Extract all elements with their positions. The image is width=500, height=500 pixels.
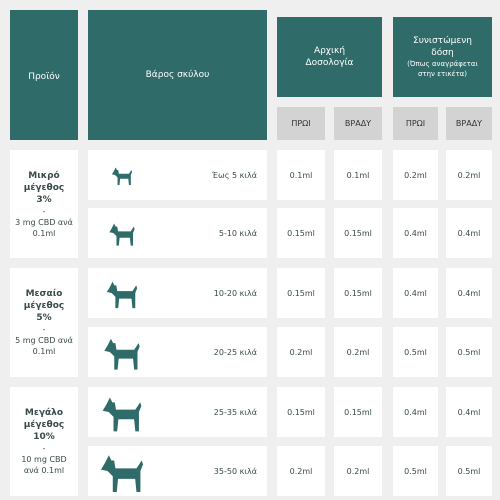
product-cell: Μικρό μέγεθος 3% -3 mg CBD ανά 0.1ml (10, 150, 78, 258)
dose-cell: 0.15ml (277, 208, 325, 258)
dose-cell: 0.2ml (277, 446, 325, 496)
dog-icon (109, 223, 135, 246)
dose-cell: 0.5ml (393, 446, 438, 496)
header-text: Αρχική Δοσολογία (305, 46, 354, 68)
header-text: Προϊόν (28, 72, 60, 82)
dose-cell: 0.2ml (393, 150, 438, 200)
time-header: ΒΡΑΔΥ (334, 107, 382, 140)
dog-icon (111, 167, 133, 186)
dose-cell: 0.4ml (393, 208, 438, 258)
dose-cell: 0.5ml (446, 327, 492, 377)
dose-cell: 0.2ml (334, 327, 382, 377)
product-percent: 5% (36, 313, 52, 323)
dose-cell: 0.15ml (334, 268, 382, 318)
dose-cell: 0.4ml (393, 387, 438, 437)
dose-cell: 0.1ml (277, 150, 325, 200)
weight: Έως 5 κιλά (212, 170, 257, 180)
weight-cell: 20-25 κιλά (88, 327, 267, 377)
weight: 35-50 κιλά (213, 466, 257, 476)
concentration: 3 mg CBD ανά 0.1ml (15, 217, 73, 238)
dose-cell: 0.2ml (334, 446, 382, 496)
dose-cell: 0.5ml (446, 446, 492, 496)
weight: 25-35 κιλά (213, 407, 257, 417)
dose-cell: 0.2ml (277, 327, 325, 377)
product-name: Μικρό μέγεθος (23, 170, 65, 193)
separator: - (42, 206, 46, 216)
time-header: ΒΡΑΔΥ (446, 107, 492, 140)
header-cell: Προϊόν (10, 10, 78, 140)
header-text: Βάρος σκύλου (145, 70, 210, 80)
dose-cell: 0.15ml (334, 208, 382, 258)
dose-cell: 0.2ml (446, 150, 492, 200)
header-note: (Όπως αναγράφεται στην ετικέτα) (407, 60, 478, 78)
product-cell: Μεσαίο μέγεθος 5% - 5 mg CBD ανά 0.1ml (10, 268, 78, 377)
header-cell: Συνιστώμενη δόση (Όπως αναγράφεται στην ε… (393, 17, 492, 97)
header-text: Συνιστώμενη δόση (413, 36, 472, 58)
header-cell: Αρχική Δοσολογία (277, 17, 382, 97)
weight: 5-10 κιλά (218, 228, 257, 238)
dog-icon (102, 397, 142, 432)
dose-cell: 0.15ml (277, 387, 325, 437)
dose-cell: 0.15ml (334, 387, 382, 437)
dose-cell: 0.4ml (446, 208, 492, 258)
weight: 20-25 κιλά (213, 347, 257, 357)
product-percent: 3% (36, 194, 52, 205)
dose-cell: 0.4ml (393, 268, 438, 318)
dose-cell: 0.4ml (446, 268, 492, 318)
product-name: Μεγάλο μέγεθος (23, 408, 65, 430)
dog-icon (104, 338, 140, 370)
dog-icon (106, 281, 138, 309)
product-percent: 10% (33, 432, 55, 442)
dog-icon (100, 455, 144, 493)
dose-cell: 0.4ml (446, 387, 492, 437)
dose-cell: 0.1ml (334, 150, 382, 200)
time-header: ΠΡΩΙ (277, 107, 325, 140)
header-cell: Βάρος σκύλου (88, 10, 267, 140)
time-header: ΠΡΩΙ (393, 107, 438, 140)
concentration: 10 mg CBD ανά 0.1ml (21, 455, 67, 475)
product-cell: Μεγάλο μέγεθος 10% - 10 mg CBD ανά 0.1ml (10, 387, 78, 496)
concentration: 5 mg CBD ανά 0.1ml (15, 336, 73, 356)
dose-cell: 0.15ml (277, 268, 325, 318)
product-name: Μεσαίο μέγεθος (23, 289, 65, 311)
dose-cell: 0.5ml (393, 327, 438, 377)
separator: - (42, 325, 46, 334)
weight: 10-20 κιλά (213, 288, 257, 298)
separator: - (42, 444, 46, 453)
